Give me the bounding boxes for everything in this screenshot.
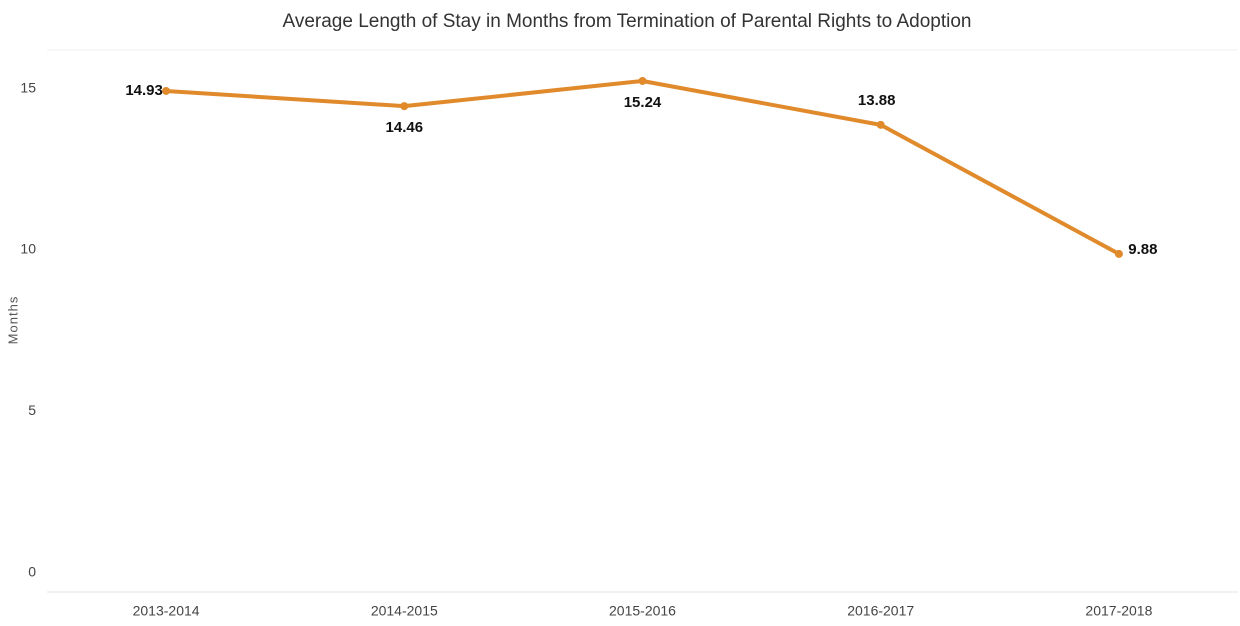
- x-tick-label: 2015-2016: [609, 603, 676, 619]
- data-label: 14.46: [386, 119, 424, 136]
- y-tick-label: 10: [20, 241, 36, 257]
- point: [162, 86, 171, 95]
- y-tick-label: 0: [28, 563, 36, 579]
- data-label: 9.88: [1128, 241, 1157, 258]
- point: [638, 76, 647, 85]
- x-tick-label: 2017-2018: [1085, 603, 1152, 619]
- point: [1114, 249, 1123, 258]
- x-tick-label: 2016-2017: [847, 603, 914, 619]
- point: [876, 120, 885, 129]
- data-label: 14.93: [125, 82, 163, 99]
- data-label: 15.24: [624, 94, 662, 111]
- point: [400, 102, 409, 111]
- x-tick-label: 2013-2014: [133, 603, 200, 619]
- y-axis-label: Months: [5, 296, 20, 345]
- y-tick-label: 5: [28, 402, 36, 418]
- data-label: 13.88: [858, 92, 896, 109]
- x-tick-label: 2014-2015: [371, 603, 438, 619]
- chart-title: Average Length of Stay in Months from Te…: [283, 11, 972, 32]
- y-tick-label: 15: [20, 79, 36, 95]
